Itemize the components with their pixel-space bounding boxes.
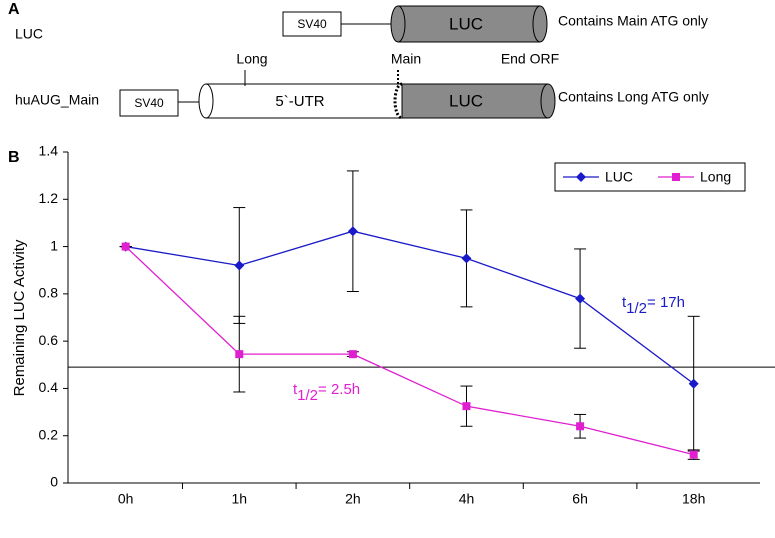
y-axis-title: Remaining LUC Activity bbox=[11, 239, 28, 396]
utr-start bbox=[198, 83, 214, 119]
gene-body bbox=[397, 5, 541, 43]
promoter-box bbox=[119, 89, 179, 117]
row-name: LUC bbox=[15, 26, 43, 42]
y-tick-label: 0.8 bbox=[39, 285, 59, 301]
marker bbox=[575, 293, 586, 304]
gene-label: LUC bbox=[449, 14, 483, 33]
y-tick-label: 1 bbox=[50, 237, 58, 253]
marker bbox=[576, 172, 586, 182]
series-line bbox=[125, 230, 695, 385]
x-tick-label: 1h bbox=[231, 491, 247, 507]
row-note: Contains Main ATG only bbox=[558, 13, 708, 29]
y-tick-label: 1.2 bbox=[39, 190, 59, 206]
y-tick-label: 0.6 bbox=[39, 332, 59, 348]
gene-end bbox=[532, 5, 548, 43]
panel-label: A bbox=[8, 1, 20, 18]
legend-label: Long bbox=[700, 169, 731, 185]
utr-label: 5`-UTR bbox=[275, 93, 324, 110]
marker bbox=[672, 173, 680, 181]
marker-label: Main bbox=[391, 51, 421, 67]
marker bbox=[689, 450, 698, 459]
x-tick-label: 0h bbox=[118, 491, 134, 507]
marker bbox=[121, 242, 130, 251]
annotation-t: t bbox=[622, 294, 627, 311]
annotation-sub: 1/2 bbox=[297, 387, 318, 404]
marker bbox=[576, 422, 585, 431]
annotation: t1/2= 2.5h bbox=[293, 381, 360, 404]
marker bbox=[688, 378, 699, 389]
annotation-rest: = 17h bbox=[647, 294, 685, 311]
x-tick-label: 4h bbox=[459, 491, 475, 507]
annotation-sub: 1/2 bbox=[626, 300, 647, 317]
y-tick-label: 0.2 bbox=[39, 426, 59, 442]
x-tick-label: 6h bbox=[572, 491, 588, 507]
annotation: t1/2= 17h bbox=[622, 294, 685, 317]
annotation-rest: = 2.5h bbox=[318, 381, 360, 398]
row-name: huAUG_Main bbox=[15, 92, 99, 108]
panel-label: B bbox=[8, 149, 20, 166]
legend-label: LUC bbox=[605, 169, 633, 185]
promoter-box bbox=[282, 11, 342, 37]
marker bbox=[462, 402, 471, 411]
gene-end bbox=[540, 83, 556, 119]
marker bbox=[461, 253, 472, 264]
marker-label: End ORF bbox=[501, 51, 559, 67]
marker bbox=[347, 226, 358, 237]
row-note: Contains Long ATG only bbox=[558, 89, 709, 105]
main-junction bbox=[393, 82, 403, 120]
y-tick-label: 0.4 bbox=[39, 379, 59, 395]
x-tick-label: 18h bbox=[682, 491, 705, 507]
gene-start bbox=[390, 5, 406, 43]
annotation-t: t bbox=[293, 381, 298, 398]
y-tick-label: 0 bbox=[50, 474, 58, 490]
x-tick-label: 2h bbox=[345, 491, 361, 507]
series-line bbox=[125, 246, 694, 456]
y-tick-label: 1.4 bbox=[39, 143, 59, 159]
marker bbox=[234, 260, 245, 271]
promoter: SV40 bbox=[134, 96, 164, 110]
marker-label: Long bbox=[236, 51, 267, 67]
gene-label: LUC bbox=[449, 91, 483, 110]
marker bbox=[235, 350, 244, 359]
marker bbox=[348, 350, 357, 359]
promoter: SV40 bbox=[297, 17, 327, 31]
